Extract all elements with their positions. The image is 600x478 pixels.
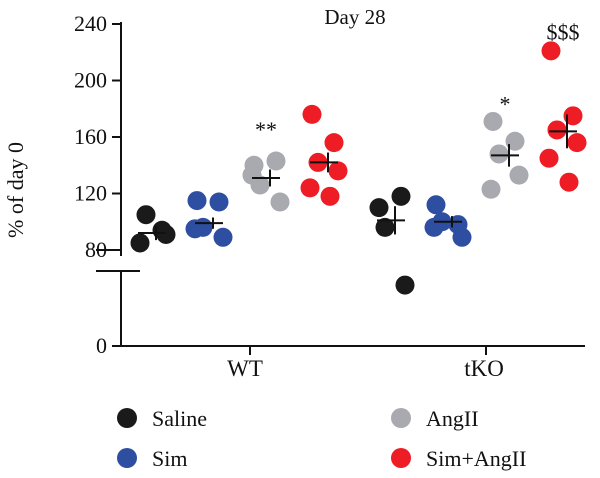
data-point-angii [509, 165, 529, 185]
data-point-sim [213, 227, 233, 247]
legend-label: AngII [426, 406, 479, 431]
data-point-sim [426, 195, 446, 215]
data-point-saline [130, 233, 150, 253]
data-point-saline [369, 198, 389, 218]
y-tick-label: 200 [74, 68, 107, 93]
legend-marker-sim [117, 448, 137, 468]
data-point-angii [483, 111, 503, 131]
legend-label: Sim+AngII [426, 446, 526, 471]
data-point-saline [395, 275, 415, 295]
data-point-sim [209, 192, 229, 212]
significance-annotation: * [500, 92, 511, 117]
legend-marker-saline [117, 408, 137, 428]
data-point-sim [187, 191, 207, 211]
data-point-angii [505, 131, 525, 151]
data-point-angii [489, 144, 509, 164]
data-point-angii [266, 151, 286, 171]
legend-marker-angii [391, 408, 411, 428]
legend-marker-sim-angii [391, 448, 411, 468]
data-point-sim [452, 227, 472, 247]
y-tick-label: 120 [74, 181, 107, 206]
data-point-sim-angii [567, 133, 587, 153]
data-point-angii [242, 165, 262, 185]
data-point-sim-angii [328, 161, 348, 181]
y-axis-label: % of day 0 [3, 142, 28, 238]
data-point-sim-angii [541, 41, 561, 61]
data-point-sim-angii [547, 120, 567, 140]
data-point-sim-angii [320, 186, 340, 206]
legend-label: Saline [152, 406, 207, 431]
legend-label: Sim [152, 446, 187, 471]
data-point-saline [156, 224, 176, 244]
data-point-sim-angii [300, 178, 320, 198]
data-point-sim-angii [559, 172, 579, 192]
data-point-sim-angii [324, 133, 344, 153]
y-tick-label: 0 [96, 333, 107, 358]
data-point-sim-angii [563, 106, 583, 126]
y-tick-label: 160 [74, 124, 107, 149]
significance-annotation: ** [255, 117, 277, 142]
data-point-saline [375, 217, 395, 237]
data-point-sim-angii [539, 148, 559, 168]
significance-annotation: $$$ [547, 20, 580, 45]
data-point-sim-angii [302, 104, 322, 124]
y-tick-label: 80 [85, 237, 107, 262]
data-point-saline [136, 205, 156, 225]
x-category-label: WT [227, 356, 263, 381]
data-point-angii [481, 179, 501, 199]
chart-title: Day 28 [324, 5, 385, 29]
y-tick-label: 240 [74, 11, 107, 36]
data-point-saline [391, 186, 411, 206]
data-point-angii [270, 192, 290, 212]
x-category-label: tKO [464, 356, 504, 381]
